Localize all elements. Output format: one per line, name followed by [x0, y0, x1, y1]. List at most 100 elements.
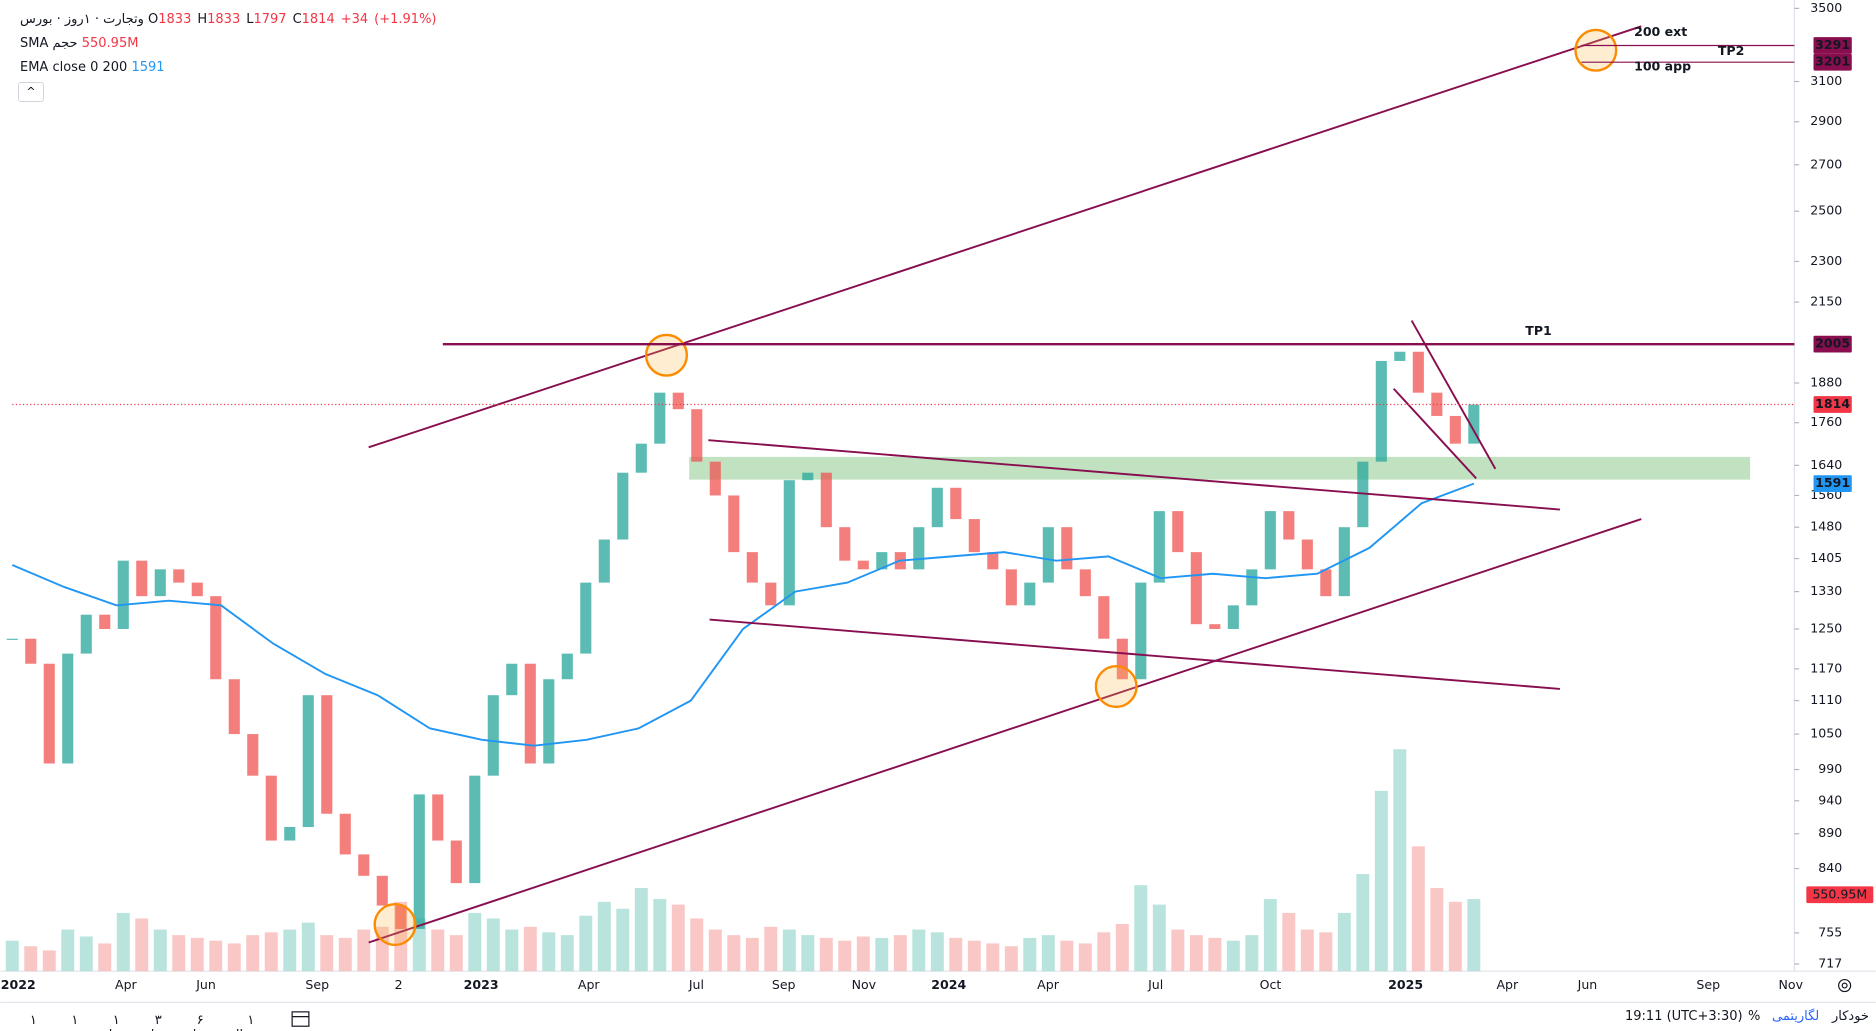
candle — [247, 734, 259, 776]
volume-bar — [301, 922, 315, 972]
volume-bar — [5, 940, 19, 972]
candle — [876, 552, 888, 570]
volume-bar — [449, 935, 463, 972]
candle — [1227, 605, 1239, 629]
volume-bar — [1245, 935, 1259, 972]
volume-bar — [838, 940, 852, 972]
range-button[interactable]: ۱ سال — [230, 1013, 255, 1031]
x-tick-label: 2024 — [931, 977, 966, 992]
candle — [1024, 582, 1036, 606]
volume-bar — [1263, 899, 1277, 972]
x-tick-label: Jun — [195, 977, 216, 992]
range-button[interactable]: ۶ ماه — [186, 1013, 204, 1031]
volume-bar — [209, 940, 223, 972]
candle — [1283, 511, 1295, 540]
range-button[interactable]: ۱ هفته — [54, 1013, 79, 1031]
candle — [302, 695, 314, 828]
candle — [765, 582, 777, 606]
volume-bar — [1300, 929, 1314, 972]
x-tick-label: Apr — [115, 977, 138, 992]
candle — [802, 472, 814, 481]
trendline — [1392, 388, 1477, 480]
y-tick-label: 940 — [1818, 792, 1842, 807]
x-tick-label: Nov — [852, 977, 877, 992]
volume-bar — [782, 929, 796, 972]
volume-bar — [1467, 899, 1481, 972]
candle — [654, 392, 666, 444]
price-label-box — [1813, 475, 1852, 492]
log-toggle[interactable]: لگاریتمی — [1772, 1009, 1820, 1024]
trendline — [368, 518, 1642, 944]
y-tick-label: 1480 — [1810, 519, 1842, 534]
price-label-box — [1813, 37, 1852, 54]
volume-bar — [1078, 943, 1092, 972]
candle — [1301, 539, 1313, 570]
candle — [1005, 569, 1017, 606]
candle — [136, 560, 148, 597]
volume-bar — [708, 929, 722, 972]
ohlc-label: C — [292, 12, 302, 27]
candle — [6, 638, 18, 640]
y-tick-label: 1110 — [1810, 692, 1842, 707]
candle — [561, 653, 573, 680]
auto-toggle[interactable]: خودکار — [1832, 1009, 1869, 1024]
x-tick-label: 2022 — [1, 977, 36, 992]
y-tick-label: 1330 — [1810, 583, 1842, 598]
volume-bar — [1134, 885, 1148, 972]
volume-bar — [875, 937, 889, 972]
annotation: TP2 — [1718, 43, 1745, 58]
candle — [1264, 511, 1276, 570]
annotation: TP1 — [1525, 323, 1552, 338]
volume-bar — [727, 935, 741, 972]
calendar-icon[interactable] — [291, 1011, 310, 1027]
candle — [1061, 527, 1073, 570]
candle — [1135, 582, 1147, 680]
candle — [1375, 360, 1387, 462]
volume-bar — [1393, 749, 1407, 972]
volume-bar — [856, 936, 870, 972]
x-tick-label: 2025 — [1388, 977, 1423, 992]
price-label: 1814 — [1815, 396, 1850, 411]
legend-row: حجم SMA 550.95M — [20, 32, 443, 56]
candle — [1246, 569, 1258, 606]
percent-toggle[interactable]: % — [1748, 1009, 1761, 1024]
y-tick-label: 840 — [1818, 860, 1842, 875]
volume-bar — [246, 935, 260, 972]
ohlc-value: 1814 — [301, 12, 335, 27]
y-tick-label: 890 — [1818, 825, 1842, 840]
volume-bar — [153, 929, 167, 972]
candle — [173, 569, 185, 583]
candle — [284, 827, 296, 841]
y-tick-label: 2150 — [1810, 294, 1842, 309]
candle — [691, 409, 703, 462]
highlight-circle — [1574, 28, 1618, 72]
candle — [395, 905, 407, 929]
candle — [1042, 527, 1054, 583]
volume-bar — [1430, 887, 1444, 972]
volume-label-box — [1806, 886, 1874, 904]
collapse-button[interactable]: ^ — [18, 82, 44, 102]
candle — [339, 813, 351, 855]
volume-bar — [690, 918, 704, 972]
volume-bar — [431, 929, 445, 972]
range-button[interactable]: ۱ روز — [18, 1013, 37, 1031]
ema-line — [11, 482, 1475, 747]
volume-bar — [227, 943, 241, 972]
price-label-box — [1813, 396, 1852, 413]
settings-icon[interactable] — [1838, 978, 1852, 993]
price-label: 3291 — [1815, 37, 1850, 52]
volume-bar — [505, 929, 519, 972]
y-tick-label: 717 — [1818, 956, 1842, 971]
volume-bar — [320, 935, 334, 972]
volume-bar — [1115, 924, 1129, 972]
volume-bar — [1004, 946, 1018, 972]
range-button[interactable]: ۱ ماه — [102, 1013, 120, 1031]
range-button[interactable]: ۳ ماه — [144, 1013, 162, 1031]
y-tick-label: 990 — [1818, 761, 1842, 776]
volume-bar — [116, 912, 130, 972]
volume-bar — [264, 932, 278, 972]
volume-bar — [616, 908, 630, 972]
price-label: 3201 — [1815, 54, 1850, 69]
candle — [265, 775, 277, 841]
candle — [469, 775, 481, 884]
